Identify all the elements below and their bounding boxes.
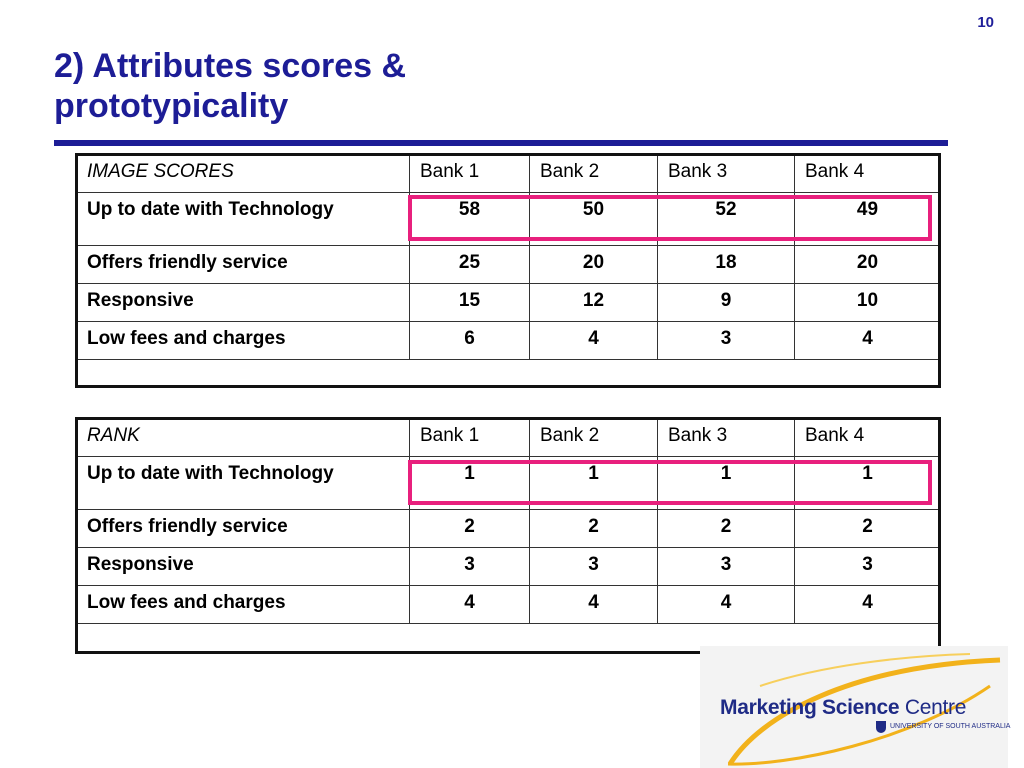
image-scores-corner: IMAGE SCORES — [76, 154, 410, 193]
row-label: Up to date with Technology — [76, 192, 410, 246]
score-cell: 4 — [529, 321, 658, 360]
marketing-science-centre-logo: Marketing Science Centre UNIVERSITY OF S… — [700, 646, 1011, 768]
score-cell: 10 — [794, 283, 941, 322]
row-label: Offers friendly service — [76, 509, 410, 548]
slide-title: 2) Attributes scores & prototypicality — [54, 46, 754, 126]
rank-cell: 2 — [409, 509, 530, 548]
rank-cell: 4 — [794, 585, 941, 624]
title-underline — [54, 140, 948, 146]
rank-cell: 2 — [657, 509, 795, 548]
rank-cell: 3 — [794, 547, 941, 586]
rank-cell: 4 — [409, 585, 530, 624]
rank-cell: 3 — [529, 547, 658, 586]
column-header: Bank 3 — [657, 154, 795, 193]
column-header: Bank 4 — [794, 154, 941, 193]
table-row: Responsive 3 3 3 3 — [76, 547, 941, 586]
row-label: Low fees and charges — [76, 585, 410, 624]
score-cell: 15 — [409, 283, 530, 322]
score-cell: 20 — [529, 245, 658, 284]
image-scores-table: IMAGE SCORES Bank 1 Bank 2 Bank 3 Bank 4… — [76, 154, 941, 360]
logo-wordmark: Marketing Science Centre — [720, 696, 966, 720]
score-cell: 3 — [657, 321, 795, 360]
rank-cell: 4 — [657, 585, 795, 624]
column-header: Bank 2 — [529, 418, 658, 457]
column-header: Bank 3 — [657, 418, 795, 457]
column-header: Bank 2 — [529, 154, 658, 193]
row-label: Responsive — [76, 283, 410, 322]
score-cell: 6 — [409, 321, 530, 360]
rank-cell: 3 — [409, 547, 530, 586]
column-header: Bank 1 — [409, 418, 530, 457]
row-label: Low fees and charges — [76, 321, 410, 360]
column-header: Bank 1 — [409, 154, 530, 193]
table-row: Low fees and charges 6 4 3 4 — [76, 321, 941, 360]
page-number: 10 — [977, 14, 994, 31]
table-header-row: RANK Bank 1 Bank 2 Bank 3 Bank 4 — [76, 418, 941, 457]
rank-cell: 3 — [657, 547, 795, 586]
score-cell: 9 — [657, 283, 795, 322]
title-line-1: 2) Attributes scores & — [54, 47, 407, 85]
row-label: Offers friendly service — [76, 245, 410, 284]
rank-cell: 4 — [529, 585, 658, 624]
logo-swoosh-icon — [727, 653, 1001, 766]
title-line-2: prototypicality — [54, 87, 289, 125]
row-label: Responsive — [76, 547, 410, 586]
rank-cell: 2 — [529, 509, 658, 548]
rank-cell: 2 — [794, 509, 941, 548]
table-row: Offers friendly service 25 20 18 20 — [76, 245, 941, 284]
university-crest-icon — [876, 721, 886, 733]
table-row: Responsive 15 12 9 10 — [76, 283, 941, 322]
score-cell: 18 — [657, 245, 795, 284]
score-cell: 4 — [794, 321, 941, 360]
score-cell: 25 — [409, 245, 530, 284]
rank-highlight-box — [408, 460, 932, 505]
logo-subtitle: UNIVERSITY OF SOUTH AUSTRALIA — [890, 723, 1011, 730]
logo-name-bold: Marketing Science — [720, 696, 900, 719]
image-scores-highlight-box — [408, 195, 932, 241]
column-header: Bank 4 — [794, 418, 941, 457]
table-row: Low fees and charges 4 4 4 4 — [76, 585, 941, 624]
rank-corner: RANK — [76, 418, 410, 457]
score-cell: 20 — [794, 245, 941, 284]
rank-table: RANK Bank 1 Bank 2 Bank 3 Bank 4 Up to d… — [76, 418, 941, 624]
logo-name-light: Centre — [904, 696, 967, 719]
table-row: Up to date with Technology 1 1 1 1 — [76, 456, 941, 510]
table-header-row: IMAGE SCORES Bank 1 Bank 2 Bank 3 Bank 4 — [76, 154, 941, 193]
score-cell: 12 — [529, 283, 658, 322]
table-row: Offers friendly service 2 2 2 2 — [76, 509, 941, 548]
row-label: Up to date with Technology — [76, 456, 410, 510]
